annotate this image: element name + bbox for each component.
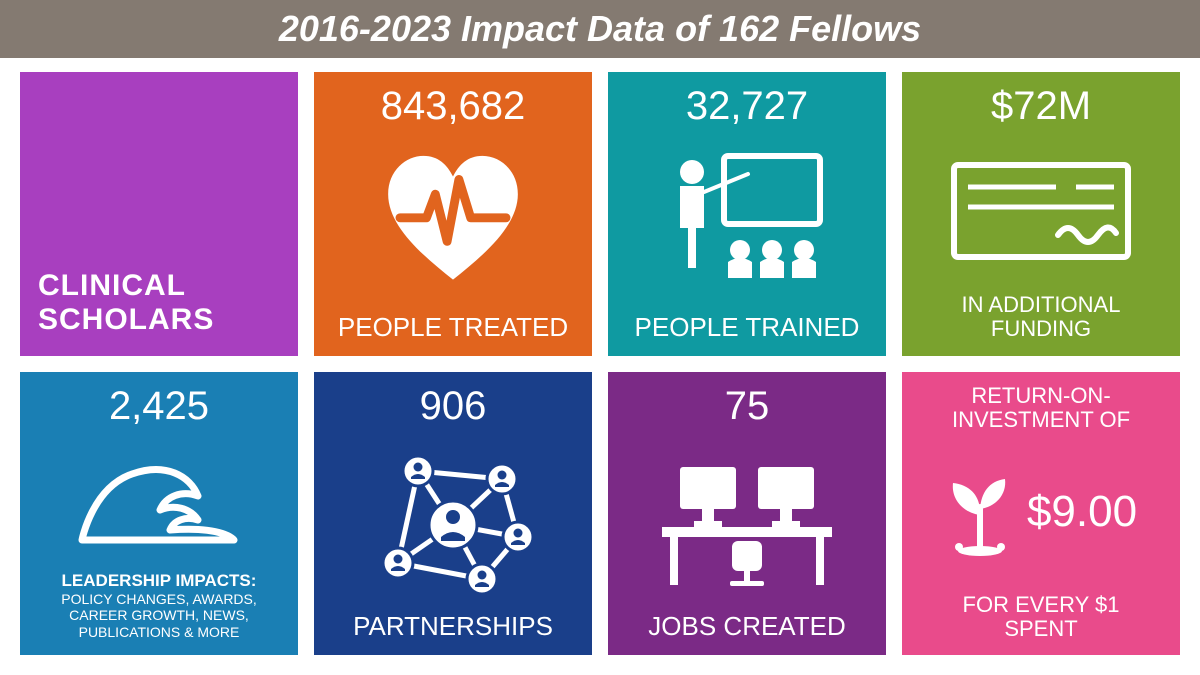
funding-value: $72M (991, 84, 1091, 128)
roi-middle: $9.00 (912, 467, 1170, 557)
partnerships-label: PARTNERSHIPS (353, 612, 553, 641)
check-icon (912, 128, 1170, 293)
trained-label: PEOPLE TRAINED (635, 313, 860, 342)
tile-partnerships: 906 (314, 372, 592, 656)
funding-label-l2: FUNDING (962, 317, 1121, 341)
sprout-icon (945, 467, 1015, 557)
wave-icon (30, 428, 288, 572)
jobs-value: 75 (725, 384, 770, 428)
funding-label-l1: IN ADDITIONAL (962, 293, 1121, 317)
roi-bottom-l1: FOR EVERY $1 (963, 593, 1120, 617)
roi-top-l1: RETURN-ON- (952, 384, 1130, 408)
tile-people-treated: 843,682 PEOPLE TREATED (314, 72, 592, 356)
header-bar: 2016-2023 Impact Data of 162 Fellows (0, 0, 1200, 58)
roi-bottom-l2: SPENT (963, 617, 1120, 641)
workstation-icon (618, 428, 876, 613)
tile-people-trained: 32,727 PEOPLE TR (608, 72, 886, 356)
tile-leadership-impacts: 2,425 LEADERSHIP IMPACTS: POLICY CHANGES… (20, 372, 298, 656)
infographic-grid: CLINICAL SCHOLARS 843,682 PEOPLE TREATED… (0, 58, 1200, 675)
tile-brand: CLINICAL SCHOLARS (20, 72, 298, 356)
heart-ecg-icon (324, 128, 582, 313)
roi-top-label: RETURN-ON- INVESTMENT OF (952, 384, 1130, 432)
brand-line-1: CLINICAL (38, 269, 186, 302)
partnerships-value: 906 (420, 384, 487, 428)
roi-top-l2: INVESTMENT OF (952, 408, 1130, 432)
leadership-sub-2: CAREER GROWTH, NEWS, (61, 607, 257, 624)
leadership-label: LEADERSHIP IMPACTS: (61, 571, 257, 591)
teacher-class-icon (618, 128, 876, 313)
roi-bottom-label: FOR EVERY $1 SPENT (963, 593, 1120, 641)
trained-value: 32,727 (686, 84, 808, 128)
brand-line-2: SCHOLARS (38, 303, 214, 336)
leadership-sub-1: POLICY CHANGES, AWARDS, (61, 591, 257, 608)
leadership-sub-3: PUBLICATIONS & MORE (61, 624, 257, 641)
tile-roi: RETURN-ON- INVESTMENT OF $9.00 FOR EVERY… (902, 372, 1180, 656)
leadership-label-block: LEADERSHIP IMPACTS: POLICY CHANGES, AWAR… (61, 571, 257, 641)
leadership-value: 2,425 (109, 384, 209, 428)
tile-additional-funding: $72M IN ADDITIONAL FUNDING (902, 72, 1180, 356)
tile-jobs-created: 75 (608, 372, 886, 656)
network-icon (324, 428, 582, 613)
brand-text: CLINICAL SCHOLARS (38, 269, 214, 338)
roi-value: $9.00 (1027, 487, 1137, 537)
jobs-label: JOBS CREATED (648, 612, 845, 641)
funding-label: IN ADDITIONAL FUNDING (962, 293, 1121, 341)
treated-value: 843,682 (381, 84, 526, 128)
treated-label: PEOPLE TREATED (338, 313, 568, 342)
header-title: 2016-2023 Impact Data of 162 Fellows (279, 8, 921, 50)
